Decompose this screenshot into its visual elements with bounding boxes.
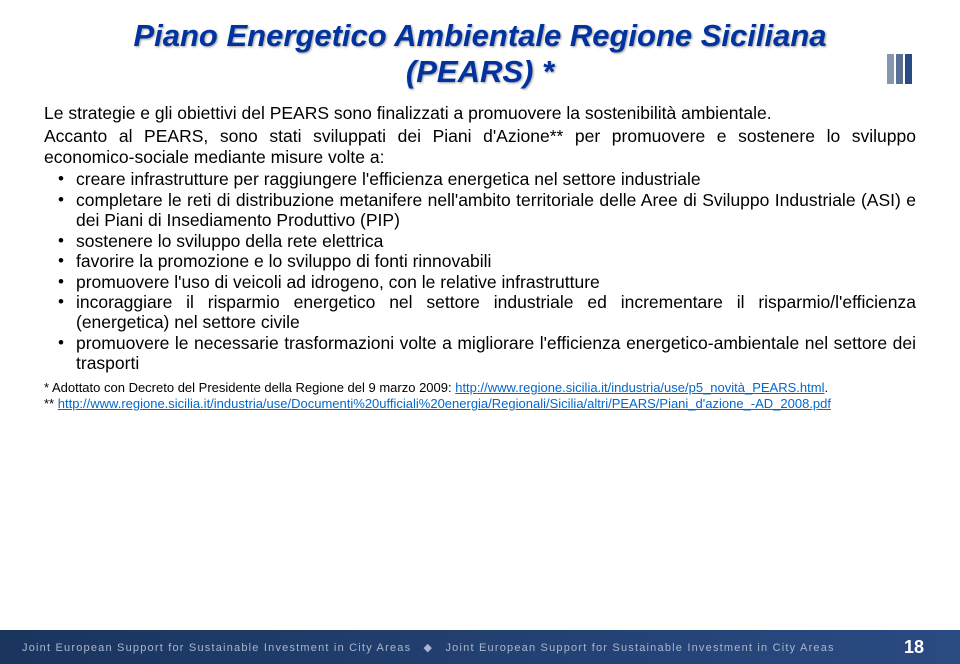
bullet-item: creare infrastrutture per raggiungere l'…: [44, 169, 916, 189]
slide-container: Piano Energetico Ambientale Regione Sici…: [0, 0, 960, 664]
footnote-link-1[interactable]: http://www.regione.sicilia.it/industria/…: [455, 380, 824, 395]
dot-separator-icon: ◆: [424, 642, 434, 654]
footnote: * Adottato con Decreto del Presidente de…: [44, 380, 916, 413]
footnote-link-2[interactable]: http://www.regione.sicilia.it/industria/…: [58, 396, 831, 411]
bullet-item: sostenere lo sviluppo della rete elettri…: [44, 231, 916, 251]
bullet-item: incoraggiare il risparmio energetico nel…: [44, 292, 916, 333]
bullet-item: favorire la promozione e lo sviluppo di …: [44, 251, 916, 271]
footer-tagline-segment: Joint European Support for Sustainable I…: [445, 642, 834, 654]
footer-tagline-segment: Joint European Support for Sustainable I…: [22, 642, 411, 654]
slide-body: Le strategie e gli obiettivi del PEARS s…: [44, 103, 916, 374]
intro-paragraph-1: Le strategie e gli obiettivi del PEARS s…: [44, 103, 916, 124]
bullet-item: promuovere l'uso di veicoli ad idrogeno,…: [44, 272, 916, 292]
bullet-item: promuovere le necessarie trasformazioni …: [44, 333, 916, 374]
intro-paragraph-2: Accanto al PEARS, sono stati sviluppati …: [44, 126, 916, 167]
footer-tagline: Joint European Support for Sustainable I…: [22, 641, 835, 654]
bullet-item: completare le reti di distribuzione meta…: [44, 190, 916, 231]
footnote-text-1: * Adottato con Decreto del Presidente de…: [44, 380, 455, 395]
bullet-list: creare infrastrutture per raggiungere l'…: [44, 169, 916, 374]
footnote-text-2: **: [44, 396, 58, 411]
logo-icon: [887, 54, 912, 84]
footer-bar: Joint European Support for Sustainable I…: [0, 630, 960, 664]
page-number: 18: [904, 637, 924, 658]
slide-title: Piano Energetico Ambientale Regione Sici…: [44, 18, 916, 89]
footnote-period: .: [824, 380, 828, 395]
title-line1: Piano Energetico Ambientale Regione Sici…: [133, 18, 826, 53]
title-line2: (PEARS) *: [406, 54, 554, 89]
